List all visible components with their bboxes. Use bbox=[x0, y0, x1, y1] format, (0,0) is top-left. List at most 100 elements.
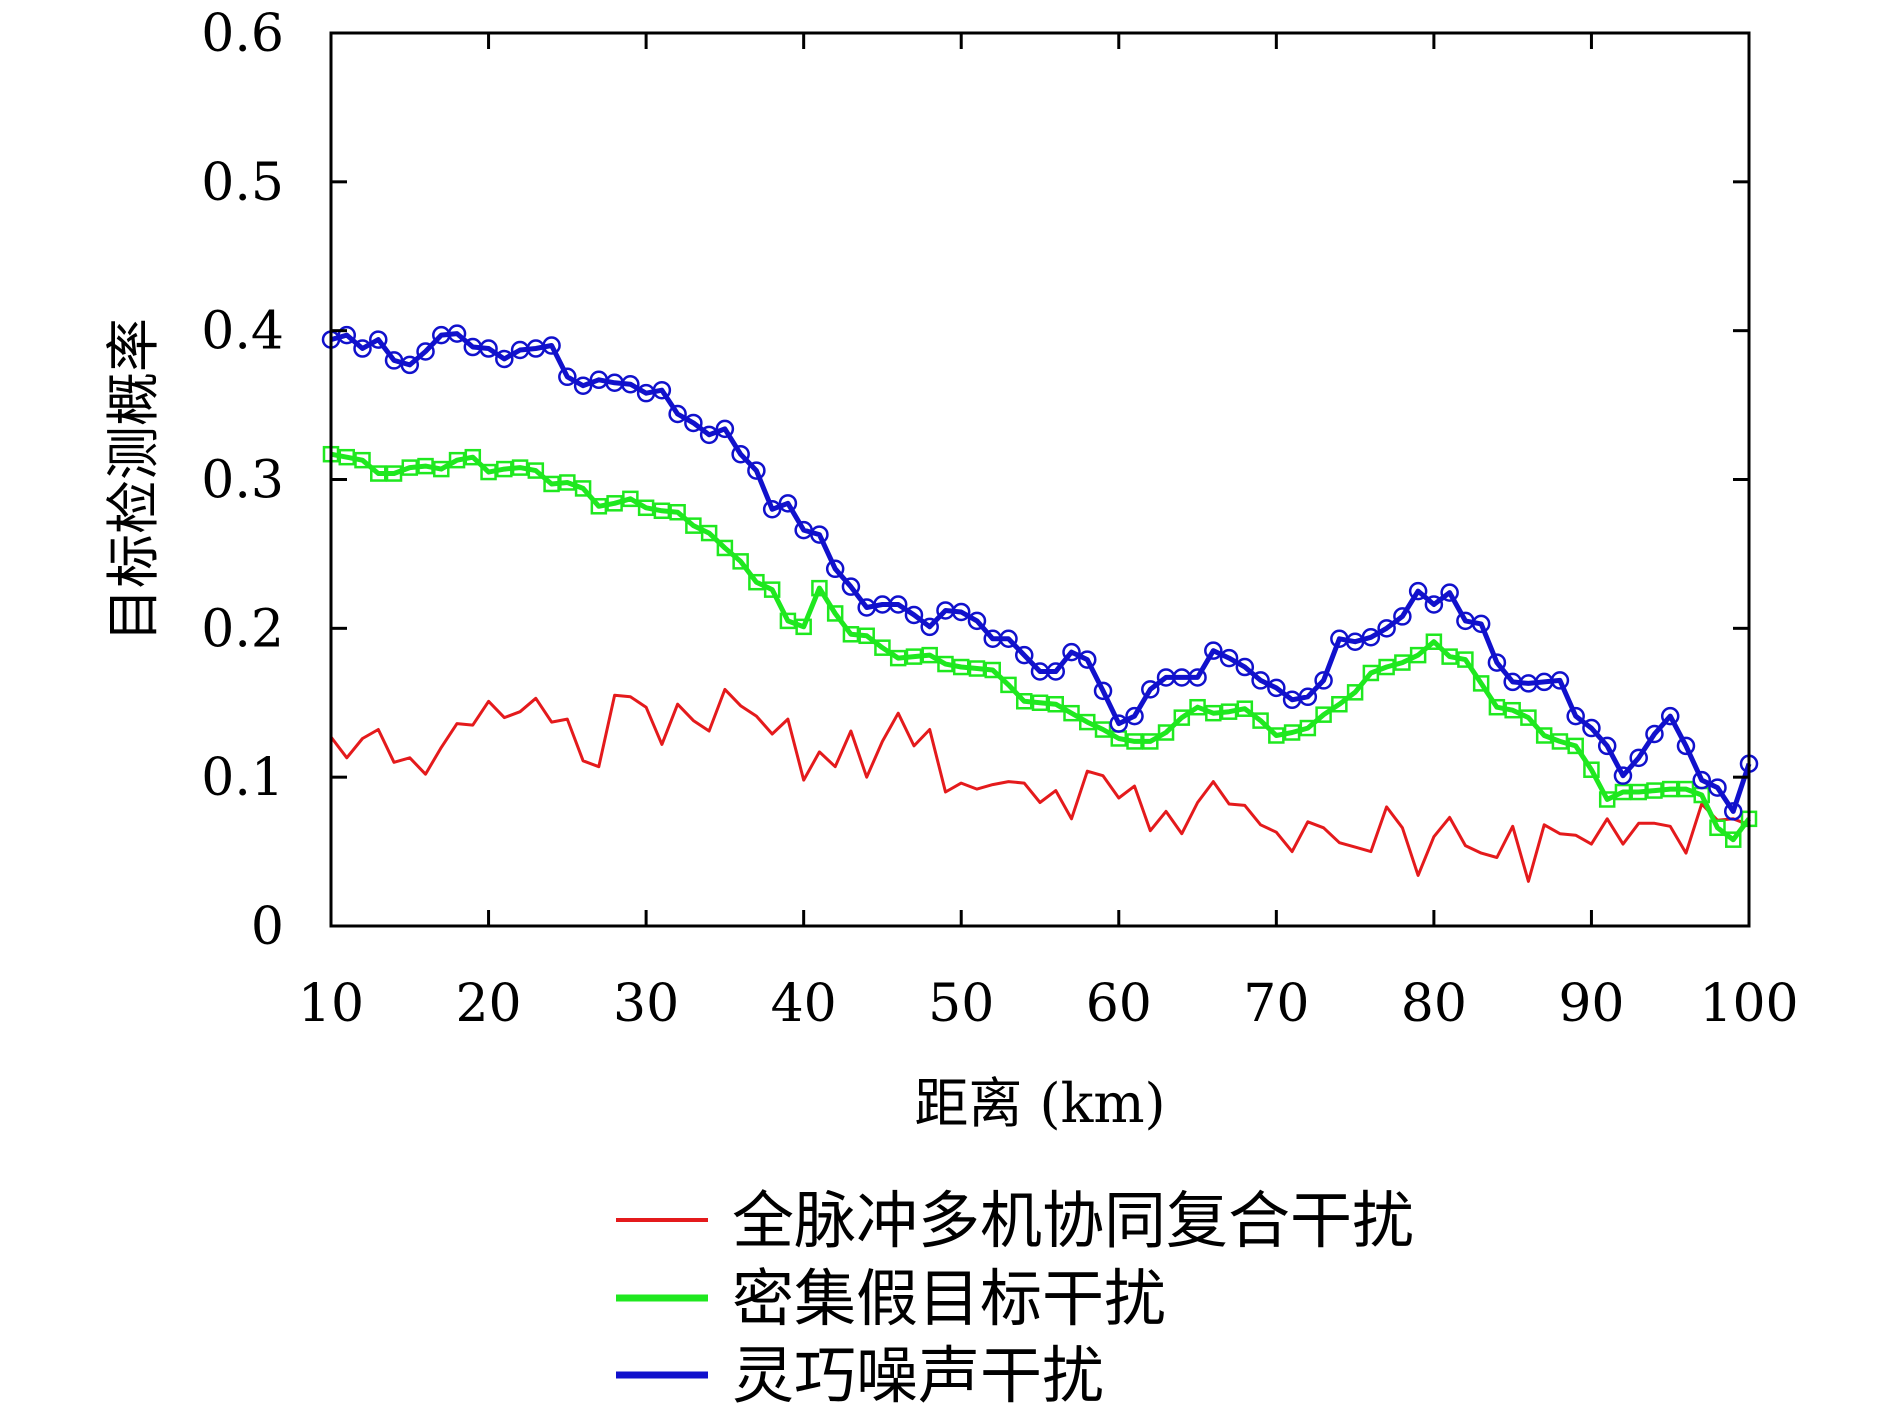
data-point bbox=[937, 655, 954, 673]
x-tick-label: 20 bbox=[455, 974, 521, 1034]
data-point bbox=[622, 490, 639, 508]
data-point bbox=[1142, 733, 1159, 750]
data-point bbox=[433, 460, 450, 478]
data-point bbox=[1724, 831, 1742, 848]
data-point bbox=[920, 617, 939, 637]
data-point bbox=[542, 336, 561, 355]
data-point bbox=[573, 376, 593, 395]
y-tick-label: 0.2 bbox=[201, 599, 284, 659]
data-point bbox=[1535, 727, 1553, 744]
data-point bbox=[1488, 698, 1506, 716]
series-line bbox=[330, 331, 1752, 814]
data-point bbox=[1660, 706, 1680, 726]
y-tick-label: 0 bbox=[251, 897, 284, 957]
x-tick-label: 40 bbox=[771, 974, 837, 1034]
data-point bbox=[810, 525, 829, 544]
data-point bbox=[1646, 782, 1663, 799]
data-point bbox=[826, 605, 844, 622]
series-line bbox=[329, 687, 1750, 883]
y-tick-label: 0.1 bbox=[201, 748, 284, 808]
data-point bbox=[1708, 778, 1727, 797]
x-axis-title: 距离 (km) bbox=[914, 1072, 1165, 1135]
data-point bbox=[669, 503, 686, 521]
data-point bbox=[968, 660, 986, 677]
data-point bbox=[1441, 648, 1458, 665]
data-point bbox=[967, 611, 987, 631]
x-tick-label: 80 bbox=[1401, 974, 1467, 1034]
data-point bbox=[842, 626, 860, 643]
data-point bbox=[1314, 671, 1333, 690]
data-point bbox=[1661, 780, 1679, 798]
x-tick-label: 10 bbox=[298, 974, 364, 1034]
data-point bbox=[1094, 721, 1112, 738]
data-point bbox=[447, 324, 467, 343]
data-point bbox=[1078, 650, 1097, 669]
data-point bbox=[1141, 680, 1160, 699]
data-point bbox=[685, 517, 702, 534]
data-point bbox=[1062, 642, 1081, 662]
data-point bbox=[1393, 607, 1412, 626]
data-point bbox=[1567, 737, 1584, 755]
legend-entry-0: 全脉冲多机协同复合干扰 bbox=[616, 1184, 1414, 1257]
data-point bbox=[668, 404, 687, 424]
data-point bbox=[1252, 712, 1269, 729]
data-point bbox=[1157, 724, 1175, 741]
data-point bbox=[858, 627, 875, 645]
data-point bbox=[700, 524, 718, 542]
data-point bbox=[763, 581, 781, 598]
data-point bbox=[652, 380, 672, 400]
data-point bbox=[984, 661, 1001, 679]
y-axis-title: 目标检测概率 bbox=[102, 318, 165, 642]
data-point bbox=[1219, 648, 1239, 668]
y-tick-label: 0.5 bbox=[201, 153, 284, 213]
data-point bbox=[496, 460, 513, 478]
data-point bbox=[1298, 687, 1318, 707]
data-point bbox=[1015, 693, 1033, 710]
data-point bbox=[1566, 706, 1585, 726]
data-point bbox=[337, 325, 357, 345]
data-point bbox=[1677, 780, 1695, 798]
data-point bbox=[1582, 718, 1601, 738]
data-point bbox=[779, 612, 797, 630]
data-point bbox=[748, 573, 765, 591]
x-tick-label: 50 bbox=[928, 974, 994, 1034]
data-point bbox=[621, 374, 640, 394]
data-point bbox=[370, 465, 387, 482]
data-point bbox=[1425, 633, 1443, 650]
data-point bbox=[1709, 819, 1726, 837]
data-point bbox=[1063, 704, 1080, 722]
legend-label: 全脉冲多机协同复合干扰 bbox=[732, 1184, 1414, 1257]
data-point bbox=[1000, 676, 1017, 694]
data-point bbox=[716, 539, 734, 557]
series-2 bbox=[321, 324, 1759, 821]
legend-label: 灵巧噪声干扰 bbox=[732, 1339, 1104, 1410]
data-point bbox=[1188, 668, 1207, 687]
data-point bbox=[874, 639, 891, 656]
data-point bbox=[951, 602, 971, 622]
data-point bbox=[1126, 733, 1143, 750]
data-point bbox=[1046, 662, 1066, 681]
data-point bbox=[889, 649, 907, 667]
data-point bbox=[1220, 703, 1238, 720]
x-tick-label: 70 bbox=[1243, 974, 1309, 1034]
data-point bbox=[1204, 641, 1223, 660]
data-point bbox=[653, 502, 671, 520]
data-point bbox=[401, 459, 419, 476]
data-point bbox=[1361, 628, 1381, 647]
data-point bbox=[1268, 727, 1285, 744]
data-point bbox=[1692, 770, 1711, 790]
data-point bbox=[1551, 733, 1569, 750]
data-point bbox=[1283, 724, 1301, 741]
data-point bbox=[699, 425, 719, 445]
data-point bbox=[1299, 719, 1317, 737]
data-point bbox=[731, 444, 750, 464]
data-point bbox=[495, 349, 514, 369]
data-point bbox=[1598, 791, 1616, 808]
data-point bbox=[684, 413, 703, 433]
data-point bbox=[574, 480, 592, 497]
data-point bbox=[1047, 695, 1065, 713]
x-tick-label: 60 bbox=[1086, 974, 1152, 1034]
data-point bbox=[732, 553, 749, 570]
